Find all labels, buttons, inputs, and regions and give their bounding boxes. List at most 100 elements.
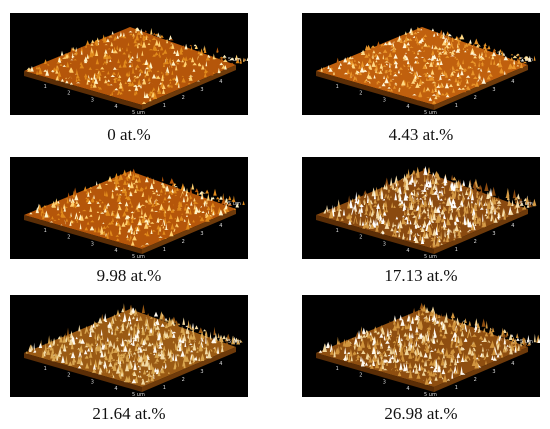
surface-peak (345, 339, 349, 347)
surface-peak (100, 361, 103, 364)
surface-peak (89, 214, 93, 217)
surface-peak (128, 54, 132, 60)
surface-peak (478, 184, 483, 190)
surface-peak (409, 219, 412, 225)
surface-peak (124, 81, 127, 84)
surface-peak (114, 329, 117, 336)
surface-peak (477, 68, 480, 70)
surface-peak (444, 176, 447, 186)
surface-peak (421, 371, 426, 376)
surface-peak (389, 177, 393, 186)
surface-peak (204, 346, 208, 355)
surface-peak (512, 55, 518, 59)
surface-peak (185, 346, 189, 354)
surface-peak (113, 49, 118, 54)
surface-peak (64, 198, 69, 200)
surface-peak (448, 322, 452, 326)
surface-peak (75, 77, 78, 82)
surface-peak (394, 361, 397, 368)
surface-peak (189, 186, 192, 194)
surface-peak (385, 340, 390, 344)
surface-peak (400, 203, 405, 207)
axis-tick-label: 4 (406, 386, 409, 392)
surface-peak (378, 207, 383, 216)
surface-peak (414, 194, 416, 204)
surface-peak (508, 343, 511, 348)
surface-peak (443, 51, 448, 55)
surface-peak (84, 73, 87, 80)
surface-peak (173, 188, 177, 194)
surface-peak (164, 56, 169, 64)
surface-peak (158, 194, 161, 196)
surface-peak (431, 221, 434, 223)
surface-peak (347, 61, 352, 65)
surface-peak (377, 223, 383, 232)
surface-peak (133, 220, 138, 225)
surface-peak (149, 70, 152, 75)
surface-peak (408, 179, 413, 185)
surface-peak (416, 38, 419, 44)
surface-peak (364, 220, 366, 224)
surface-peak (444, 82, 449, 89)
surface-peak (90, 43, 94, 46)
surface-peak (447, 78, 452, 81)
surface-peak (394, 340, 399, 349)
surface-peak (426, 90, 430, 93)
surface-peak (141, 101, 147, 104)
surface-peak (393, 315, 397, 322)
surface-peak (458, 64, 463, 70)
surface-peak (151, 229, 156, 232)
surface-peak (57, 345, 60, 347)
surface-peak (408, 351, 413, 359)
surface-peak (413, 363, 418, 368)
surface-peak (437, 79, 441, 81)
axis-tick-label: 4 (114, 104, 117, 110)
surface-peak (121, 308, 125, 313)
surface-peak (34, 350, 40, 354)
surface-peak (115, 84, 119, 86)
surface-peak (160, 46, 164, 51)
surface-peak (157, 32, 160, 37)
axis-tick-label: 3 (383, 241, 386, 247)
surface-peak (127, 228, 131, 233)
surface-peak (131, 72, 136, 74)
surface-peak (493, 217, 498, 223)
surface-peak (527, 341, 532, 345)
surface-peak (162, 221, 165, 226)
surface-peak (205, 218, 210, 222)
surface-peak (49, 346, 54, 351)
surface-peak (414, 314, 419, 321)
surface-peak (198, 342, 203, 351)
surface-peak (372, 50, 376, 54)
surface-peak (185, 187, 189, 194)
surface-peak (419, 348, 423, 352)
surface-peak (444, 327, 448, 334)
surface-peak (519, 202, 524, 206)
surface-peak (147, 342, 152, 347)
surface-peak (429, 366, 434, 369)
surface-peak (120, 318, 122, 322)
surface-peak (137, 375, 140, 378)
surface-peak (483, 47, 488, 53)
surface-peak (130, 333, 132, 342)
surface-peak (152, 178, 155, 184)
surface-peak (117, 205, 122, 211)
surface-peak (161, 52, 165, 55)
surface-peak (522, 337, 527, 345)
surface-peak (100, 212, 105, 214)
surface-peak (129, 371, 133, 380)
surface-peak (384, 70, 388, 74)
surface-peak (346, 56, 350, 62)
surface-peak (508, 210, 514, 215)
surface-peak (382, 54, 385, 60)
surface-edge (24, 215, 142, 254)
surface-peak (393, 351, 398, 358)
surface-peak (474, 210, 478, 218)
surface-peak (460, 372, 466, 375)
surface-peak (439, 29, 443, 35)
surface-peak (365, 62, 370, 66)
surface-peak (466, 205, 469, 214)
surface-peak (130, 203, 133, 205)
surface-peak (440, 186, 445, 188)
surface-peak (225, 207, 230, 212)
